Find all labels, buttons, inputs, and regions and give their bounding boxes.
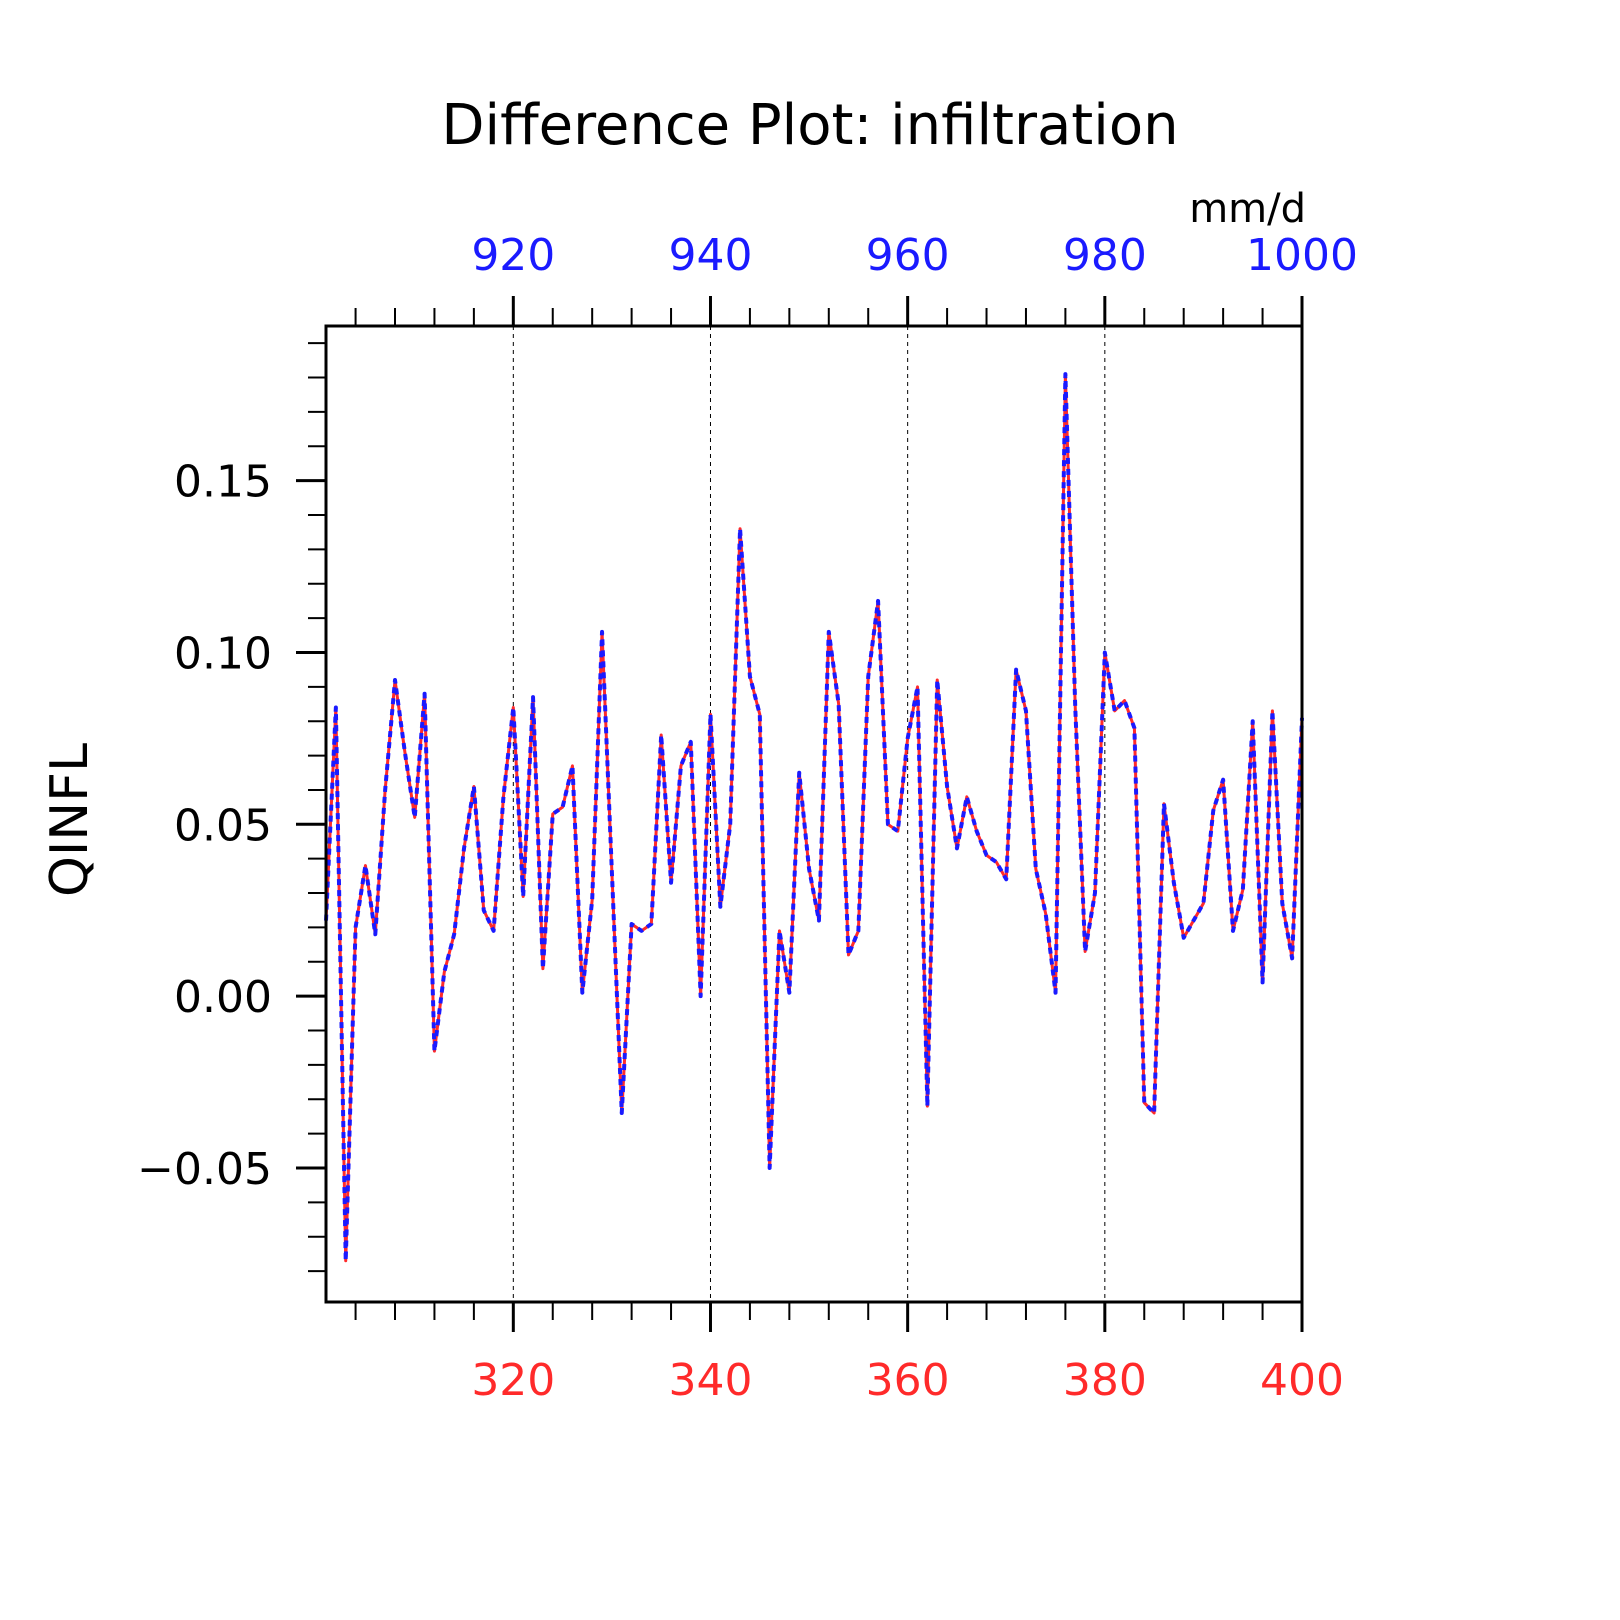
y-tick-label: 0.00: [174, 972, 272, 1023]
y-tick-label: −0.05: [137, 1144, 272, 1195]
series-line-top: [324, 372, 1304, 1263]
top-tick-label: 920: [471, 230, 555, 281]
series-layer: [324, 372, 1304, 1263]
y-tick-label: 0.10: [174, 628, 272, 679]
axis-ticks: [296, 296, 1304, 1332]
bottom-tick-label: 360: [866, 1355, 950, 1406]
bottom-tick-label: 380: [1063, 1355, 1147, 1406]
tick-labels: 320 340 360 380 400 920 940 960 980 1000 −0.05 0.00…: [137, 230, 1358, 1406]
vertical-grid: [512, 326, 1106, 1302]
top-tick-label: 1000: [1246, 230, 1358, 281]
units-label: mm/d: [1189, 186, 1306, 232]
top-tick-label: 940: [668, 230, 752, 281]
chart-title: Difference Plot: infiltration: [441, 93, 1178, 158]
bottom-tick-label: 400: [1260, 1355, 1344, 1406]
bottom-tick-label: 340: [668, 1355, 752, 1406]
y-tick-label: 0.15: [174, 457, 272, 508]
top-tick-label: 980: [1063, 230, 1147, 281]
y-axis-label: QINFL: [40, 743, 100, 897]
y-tick-label: 0.05: [174, 800, 272, 851]
bottom-tick-label: 320: [471, 1355, 555, 1406]
top-tick-label: 960: [866, 230, 950, 281]
plot-frame: [324, 324, 1304, 1304]
